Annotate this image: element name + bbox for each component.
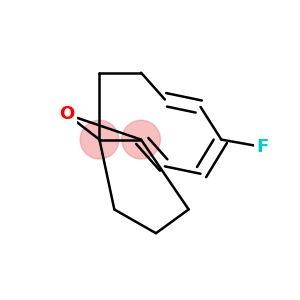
- Circle shape: [80, 120, 119, 159]
- Text: F: F: [257, 138, 269, 156]
- Text: O: O: [59, 105, 74, 123]
- Circle shape: [122, 120, 160, 159]
